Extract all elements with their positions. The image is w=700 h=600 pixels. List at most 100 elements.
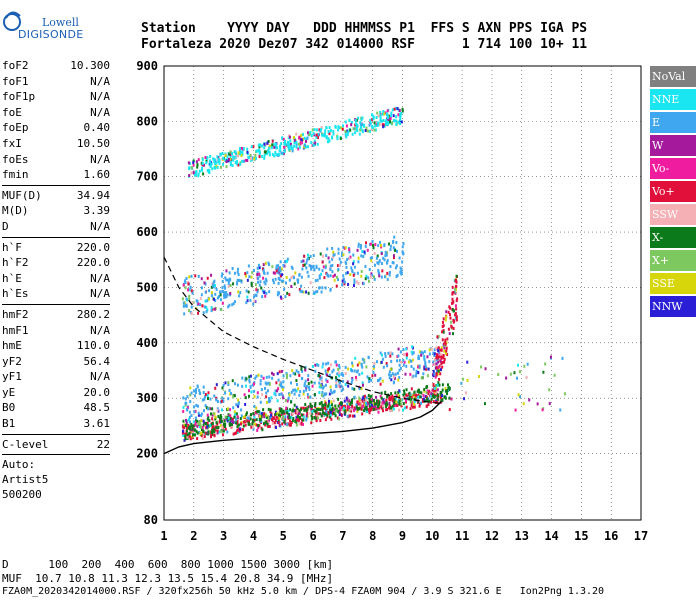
echo-point	[337, 128, 340, 132]
echo-point	[451, 291, 454, 295]
echo-point	[285, 276, 288, 280]
echo-point	[256, 428, 259, 432]
legend-item-vo-: Vo-	[650, 158, 696, 179]
echo-point	[289, 139, 292, 143]
param-row: h`F 220.0	[2, 240, 110, 256]
echo-point	[302, 290, 305, 294]
echo-point	[356, 363, 359, 367]
echo-point	[405, 353, 408, 357]
echo-point	[399, 266, 402, 270]
echo-point	[277, 413, 280, 417]
echo-point	[268, 382, 271, 386]
echo-point	[252, 411, 255, 415]
echo-point	[262, 408, 265, 412]
echo-point	[287, 147, 290, 151]
echo-point	[286, 143, 289, 147]
echo-point	[356, 407, 359, 411]
echo-point	[411, 352, 414, 356]
echo-point	[371, 403, 374, 407]
echo-point	[310, 414, 313, 418]
echo-point	[427, 367, 430, 371]
echo-point	[331, 412, 334, 416]
param-label: fmin	[2, 168, 29, 182]
echo-point	[223, 284, 226, 288]
echo-point	[287, 411, 290, 415]
echo-point	[218, 430, 221, 434]
echo-point	[315, 133, 318, 137]
echo-point	[279, 260, 282, 264]
echo-point	[408, 391, 411, 395]
autoscale-info: Auto:	[2, 458, 36, 472]
echo-point	[192, 427, 195, 431]
echo-point	[319, 412, 322, 416]
echo-point	[346, 133, 349, 137]
echo-point	[334, 414, 337, 418]
echo-point	[212, 157, 215, 161]
echo-point	[352, 273, 355, 277]
echo-point	[309, 412, 312, 416]
echo-point	[264, 423, 267, 427]
echo-point	[346, 405, 349, 409]
echo-point	[232, 432, 235, 436]
echo-point	[374, 243, 377, 247]
echo-point	[253, 382, 256, 386]
echo-point	[356, 409, 359, 413]
echo-point	[335, 381, 338, 385]
echo-point	[282, 386, 285, 390]
echo-point	[372, 364, 375, 368]
echo-point	[366, 401, 369, 405]
echo-point	[423, 367, 426, 371]
echo-point	[255, 406, 258, 410]
echo-point	[200, 419, 203, 423]
echo-point	[279, 411, 282, 415]
echo-point	[338, 417, 341, 421]
echo-point	[358, 372, 361, 376]
echo-point	[197, 274, 200, 278]
echo-point	[363, 358, 366, 362]
echo-point	[410, 387, 413, 391]
echo-point	[353, 387, 356, 391]
echo-point	[193, 394, 196, 398]
echo-point	[281, 422, 284, 426]
echo-point	[277, 264, 280, 268]
echo-point	[523, 364, 526, 368]
echo-point	[331, 246, 334, 250]
echo-point	[389, 117, 392, 121]
echo-point	[433, 393, 436, 397]
echo-point	[218, 416, 221, 420]
echo-point	[317, 374, 320, 378]
echo-point	[563, 392, 566, 396]
echo-point	[314, 363, 317, 367]
echo-point	[439, 390, 442, 394]
echo-point	[381, 123, 384, 127]
echo-point	[441, 360, 444, 364]
echo-point	[237, 151, 240, 155]
echo-point	[436, 383, 439, 387]
echo-point	[324, 412, 327, 416]
echo-point	[384, 275, 387, 279]
echo-point	[366, 409, 369, 413]
echo-point	[278, 407, 281, 411]
echo-point	[268, 396, 271, 400]
echo-point	[205, 426, 208, 430]
echo-point	[441, 388, 444, 392]
echo-point	[295, 423, 298, 427]
echo-point	[297, 147, 300, 151]
echo-point	[200, 293, 203, 297]
echo-point	[442, 324, 445, 328]
echo-point	[192, 420, 195, 424]
echo-point	[299, 141, 302, 145]
echo-point	[181, 429, 184, 433]
echo-point	[227, 284, 230, 288]
echo-point	[439, 352, 442, 356]
echo-point	[206, 276, 209, 280]
echo-point	[397, 354, 400, 358]
echo-point	[417, 388, 420, 392]
echo-point	[460, 381, 463, 385]
echo-point	[242, 147, 245, 151]
echo-point	[353, 281, 356, 285]
echo-point	[381, 379, 384, 383]
echo-point	[274, 418, 277, 422]
echo-point	[250, 284, 253, 288]
echo-point	[375, 115, 378, 119]
